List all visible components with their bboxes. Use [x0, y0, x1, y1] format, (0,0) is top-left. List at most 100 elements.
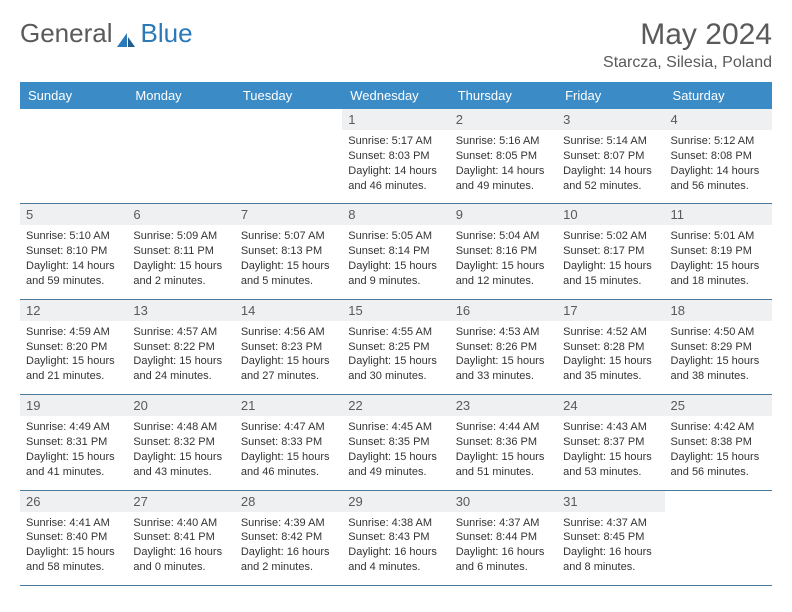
sunrise-text: Sunrise: 5:14 AM: [563, 134, 658, 149]
sunset-text: Sunset: 8:40 PM: [26, 530, 121, 545]
sunset-text: Sunset: 8:42 PM: [241, 530, 336, 545]
calendar-day-cell: 24Sunrise: 4:43 AMSunset: 8:37 PMDayligh…: [557, 395, 664, 490]
daylight-text: Daylight: 15 hours and 41 minutes.: [26, 450, 121, 480]
daylight-text: Daylight: 15 hours and 38 minutes.: [671, 354, 766, 384]
sunset-text: Sunset: 8:07 PM: [563, 149, 658, 164]
sunset-text: Sunset: 8:22 PM: [133, 340, 228, 355]
daylight-text: Daylight: 15 hours and 56 minutes.: [671, 450, 766, 480]
daylight-text: Daylight: 15 hours and 46 minutes.: [241, 450, 336, 480]
sunrise-text: Sunrise: 4:50 AM: [671, 325, 766, 340]
calendar-day-cell: 2Sunrise: 5:16 AMSunset: 8:05 PMDaylight…: [450, 109, 557, 204]
calendar-day-cell: ..: [127, 109, 234, 204]
daylight-text: Daylight: 14 hours and 49 minutes.: [456, 164, 551, 194]
sunset-text: Sunset: 8:41 PM: [133, 530, 228, 545]
day-number: 8: [342, 204, 449, 225]
sunrise-text: Sunrise: 4:44 AM: [456, 420, 551, 435]
sunrise-text: Sunrise: 5:05 AM: [348, 229, 443, 244]
sunrise-text: Sunrise: 5:10 AM: [26, 229, 121, 244]
calendar-day-cell: ..: [665, 490, 772, 585]
day-number: 25: [665, 395, 772, 416]
daylight-text: Daylight: 16 hours and 4 minutes.: [348, 545, 443, 575]
daylight-text: Daylight: 16 hours and 0 minutes.: [133, 545, 228, 575]
weekday-header: Monday: [127, 82, 234, 109]
daylight-text: Daylight: 15 hours and 2 minutes.: [133, 259, 228, 289]
calendar-day-cell: 1Sunrise: 5:17 AMSunset: 8:03 PMDaylight…: [342, 109, 449, 204]
sunset-text: Sunset: 8:33 PM: [241, 435, 336, 450]
sunrise-text: Sunrise: 5:07 AM: [241, 229, 336, 244]
sunrise-text: Sunrise: 5:04 AM: [456, 229, 551, 244]
day-info: Sunrise: 4:37 AMSunset: 8:45 PMDaylight:…: [557, 512, 664, 585]
day-number: 29: [342, 491, 449, 512]
day-info: Sunrise: 4:44 AMSunset: 8:36 PMDaylight:…: [450, 416, 557, 489]
day-number: 24: [557, 395, 664, 416]
daylight-text: Daylight: 15 hours and 5 minutes.: [241, 259, 336, 289]
calendar-week-row: 26Sunrise: 4:41 AMSunset: 8:40 PMDayligh…: [20, 490, 772, 585]
day-info: Sunrise: 4:59 AMSunset: 8:20 PMDaylight:…: [20, 321, 127, 394]
sunset-text: Sunset: 8:26 PM: [456, 340, 551, 355]
sunset-text: Sunset: 8:20 PM: [26, 340, 121, 355]
calendar-day-cell: 9Sunrise: 5:04 AMSunset: 8:16 PMDaylight…: [450, 204, 557, 299]
sunrise-text: Sunrise: 4:56 AM: [241, 325, 336, 340]
calendar-day-cell: 4Sunrise: 5:12 AMSunset: 8:08 PMDaylight…: [665, 109, 772, 204]
sunset-text: Sunset: 8:45 PM: [563, 530, 658, 545]
day-number: 22: [342, 395, 449, 416]
daylight-text: Daylight: 15 hours and 12 minutes.: [456, 259, 551, 289]
sail-icon: [115, 25, 137, 43]
sunrise-text: Sunrise: 4:52 AM: [563, 325, 658, 340]
sunset-text: Sunset: 8:25 PM: [348, 340, 443, 355]
daylight-text: Daylight: 16 hours and 8 minutes.: [563, 545, 658, 575]
calendar-day-cell: 26Sunrise: 4:41 AMSunset: 8:40 PMDayligh…: [20, 490, 127, 585]
day-info: Sunrise: 4:38 AMSunset: 8:43 PMDaylight:…: [342, 512, 449, 585]
day-info: Sunrise: 4:56 AMSunset: 8:23 PMDaylight:…: [235, 321, 342, 394]
sunset-text: Sunset: 8:10 PM: [26, 244, 121, 259]
daylight-text: Daylight: 14 hours and 52 minutes.: [563, 164, 658, 194]
calendar-day-cell: 7Sunrise: 5:07 AMSunset: 8:13 PMDaylight…: [235, 204, 342, 299]
day-number: 14: [235, 300, 342, 321]
day-number: 11: [665, 204, 772, 225]
sunset-text: Sunset: 8:29 PM: [671, 340, 766, 355]
logo: General Blue: [20, 18, 193, 49]
calendar-day-cell: 5Sunrise: 5:10 AMSunset: 8:10 PMDaylight…: [20, 204, 127, 299]
day-info: Sunrise: 4:52 AMSunset: 8:28 PMDaylight:…: [557, 321, 664, 394]
daylight-text: Daylight: 15 hours and 27 minutes.: [241, 354, 336, 384]
calendar-day-cell: ..: [235, 109, 342, 204]
day-info: Sunrise: 4:57 AMSunset: 8:22 PMDaylight:…: [127, 321, 234, 394]
calendar-day-cell: 6Sunrise: 5:09 AMSunset: 8:11 PMDaylight…: [127, 204, 234, 299]
calendar-day-cell: 16Sunrise: 4:53 AMSunset: 8:26 PMDayligh…: [450, 299, 557, 394]
day-number: 15: [342, 300, 449, 321]
calendar-day-cell: 28Sunrise: 4:39 AMSunset: 8:42 PMDayligh…: [235, 490, 342, 585]
day-number: 10: [557, 204, 664, 225]
sunrise-text: Sunrise: 4:38 AM: [348, 516, 443, 531]
day-number: 4: [665, 109, 772, 130]
sunset-text: Sunset: 8:44 PM: [456, 530, 551, 545]
weekday-header: Friday: [557, 82, 664, 109]
sunset-text: Sunset: 8:31 PM: [26, 435, 121, 450]
sunset-text: Sunset: 8:35 PM: [348, 435, 443, 450]
sunrise-text: Sunrise: 4:45 AM: [348, 420, 443, 435]
day-number: 9: [450, 204, 557, 225]
calendar-day-cell: 14Sunrise: 4:56 AMSunset: 8:23 PMDayligh…: [235, 299, 342, 394]
daylight-text: Daylight: 15 hours and 58 minutes.: [26, 545, 121, 575]
sunrise-text: Sunrise: 4:49 AM: [26, 420, 121, 435]
sunrise-text: Sunrise: 4:37 AM: [563, 516, 658, 531]
daylight-text: Daylight: 15 hours and 18 minutes.: [671, 259, 766, 289]
day-number: 13: [127, 300, 234, 321]
daylight-text: Daylight: 16 hours and 6 minutes.: [456, 545, 551, 575]
calendar-day-cell: 21Sunrise: 4:47 AMSunset: 8:33 PMDayligh…: [235, 395, 342, 490]
daylight-text: Daylight: 15 hours and 21 minutes.: [26, 354, 121, 384]
sunset-text: Sunset: 8:17 PM: [563, 244, 658, 259]
day-number: 23: [450, 395, 557, 416]
calendar-day-cell: 15Sunrise: 4:55 AMSunset: 8:25 PMDayligh…: [342, 299, 449, 394]
calendar-week-row: 19Sunrise: 4:49 AMSunset: 8:31 PMDayligh…: [20, 395, 772, 490]
day-info: Sunrise: 4:55 AMSunset: 8:25 PMDaylight:…: [342, 321, 449, 394]
calendar-day-cell: 27Sunrise: 4:40 AMSunset: 8:41 PMDayligh…: [127, 490, 234, 585]
day-number: 20: [127, 395, 234, 416]
title-block: May 2024 Starcza, Silesia, Poland: [603, 18, 772, 72]
calendar-day-cell: 20Sunrise: 4:48 AMSunset: 8:32 PMDayligh…: [127, 395, 234, 490]
day-number: 26: [20, 491, 127, 512]
weekday-header: Tuesday: [235, 82, 342, 109]
calendar-day-cell: 3Sunrise: 5:14 AMSunset: 8:07 PMDaylight…: [557, 109, 664, 204]
calendar-day-cell: 23Sunrise: 4:44 AMSunset: 8:36 PMDayligh…: [450, 395, 557, 490]
day-info: Sunrise: 4:50 AMSunset: 8:29 PMDaylight:…: [665, 321, 772, 394]
sunrise-text: Sunrise: 5:16 AM: [456, 134, 551, 149]
